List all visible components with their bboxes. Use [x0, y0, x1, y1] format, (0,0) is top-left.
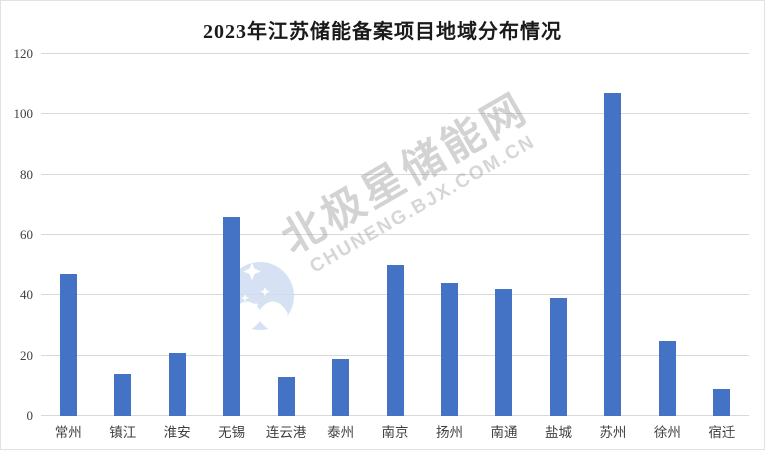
gridline-120: [41, 53, 749, 54]
x-tick-label-淮安: 淮安: [163, 425, 191, 440]
x-tick-label-宿迁: 宿迁: [708, 425, 736, 440]
bar-slot: [695, 54, 749, 416]
x-tick-label-扬州: 扬州: [436, 425, 464, 440]
bar-盐城: [549, 298, 567, 416]
bar-slot: [95, 54, 149, 416]
bar-连云港: [277, 376, 295, 416]
x-tick-label-徐州: 徐州: [653, 425, 681, 440]
chart-title: 2023年江苏储能备案项目地域分布情况: [203, 21, 562, 43]
bar-镇江: [114, 373, 132, 416]
x-tick-label-泰州: 泰州: [327, 425, 355, 440]
y-tick-label: 0: [26, 408, 34, 423]
bar-slot: [313, 54, 367, 416]
y-tick-label: 60: [20, 227, 33, 242]
gridline-100: [41, 113, 749, 115]
y-tick-label: 120: [13, 46, 34, 61]
bar-宿迁: [713, 388, 731, 416]
bar-slot: [531, 54, 585, 416]
bar-泰州: [332, 358, 350, 416]
bar-南京: [386, 265, 404, 416]
bar-常州: [59, 274, 77, 416]
x-tick-label-镇江: 镇江: [109, 425, 137, 440]
bar-series: [41, 54, 749, 416]
x-axis-labels: 常州 镇江 淮安 无锡 连云港 泰州 南京 扬州 南通 盐城 苏州 徐州 宿迁: [41, 421, 749, 441]
y-tick-label: 100: [13, 106, 34, 122]
x-tick-label-苏州: 苏州: [599, 425, 627, 440]
bar-无锡: [223, 216, 241, 416]
gridline-60: [41, 234, 749, 235]
bar-slot: [586, 54, 640, 416]
bar-slot: [204, 54, 258, 416]
bar-slot: [150, 54, 204, 416]
gridline-80: [41, 173, 749, 175]
bar-slot: [41, 54, 95, 416]
x-tick-label-连云港: 连云港: [265, 425, 307, 440]
bar-苏州: [604, 93, 622, 416]
x-tick-label-常州: 常州: [54, 425, 82, 440]
bar-南通: [495, 289, 513, 416]
plot-area: 北极星储能网 CHUNENG.BJX.COM.CN: [41, 53, 749, 416]
y-tick-label: 40: [20, 287, 33, 303]
bar-slot: [477, 54, 531, 416]
bar-扬州: [441, 283, 459, 416]
y-tick-label: 80: [20, 166, 33, 182]
bar-slot: [422, 54, 476, 416]
x-tick-label-南通: 南通: [490, 425, 518, 440]
bar-徐州: [658, 340, 676, 416]
bar-淮安: [168, 352, 186, 416]
bar-slot: [640, 54, 694, 416]
y-tick-label: 20: [20, 347, 33, 363]
bar-slot: [259, 54, 313, 416]
x-tick-label-无锡: 无锡: [218, 425, 246, 440]
bar-slot: [368, 54, 422, 416]
x-tick-label-南京: 南京: [381, 425, 409, 440]
x-tick-label-盐城: 盐城: [544, 425, 572, 440]
